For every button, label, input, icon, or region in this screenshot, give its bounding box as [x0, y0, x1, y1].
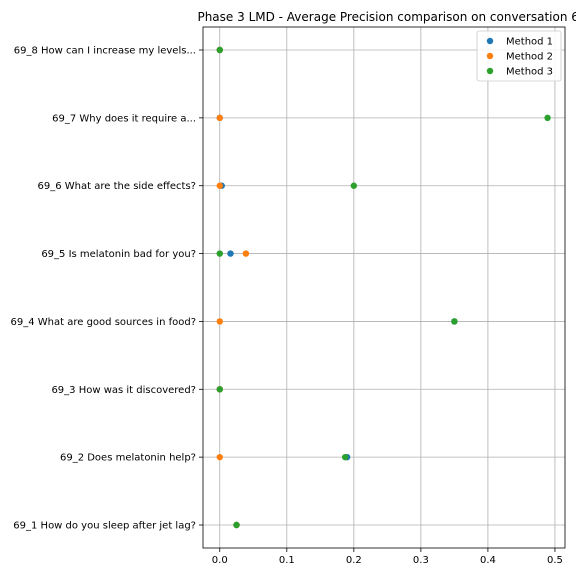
- x-tick-label-0: 0.0: [212, 555, 228, 566]
- point-method-3-4: [451, 318, 458, 325]
- legend-marker-3: [486, 67, 494, 75]
- point-method-1-5: [227, 250, 234, 257]
- point-method-3-6: [350, 182, 358, 189]
- point-method-3-5: [216, 250, 223, 257]
- point-method-2-7: [216, 114, 223, 122]
- legend-marker-2: [486, 52, 494, 60]
- plot-frame: [202, 26, 566, 549]
- y-tick-label-5: 69_6 What are the side effects?: [38, 181, 196, 192]
- y-tick-label-4: 69_5 Is melatonin bad for you?: [41, 249, 196, 260]
- x-tick-label-3: 0.3: [413, 555, 429, 566]
- point-method-2-5: [242, 250, 250, 257]
- point-method-2-4: [216, 318, 223, 325]
- point-method-3-7: [544, 114, 551, 122]
- legend-label-2: Method 2: [506, 52, 553, 63]
- point-method-2-2: [216, 453, 223, 461]
- y-tick-label-7: 69_8 How can I increase my levels...: [14, 46, 196, 57]
- y-axis: 69_1 How do you sleep after jet lag? 69_2…: [11, 46, 203, 532]
- grid-lines: [203, 27, 565, 548]
- y-tick-label-0: 69_1 How do you sleep after jet lag?: [13, 521, 196, 532]
- x-axis: 0.0 0.1 0.2 0.3 0.4 0.5: [212, 548, 563, 566]
- legend-label-3: Method 3: [506, 67, 553, 78]
- y-tick-label-2: 69_3 How was it discovered?: [51, 385, 196, 396]
- x-tick-label-1: 0.1: [279, 555, 295, 566]
- point-method-3-8: [216, 46, 223, 54]
- data-points: [216, 46, 551, 529]
- point-method-2-6: [216, 182, 223, 189]
- legend: Method 1 Method 2 Method 3: [476, 30, 562, 82]
- y-tick-label-3: 69_4 What are good sources in food?: [11, 317, 196, 328]
- point-method-3-1: [233, 521, 240, 529]
- point-method-3-3: [216, 386, 223, 393]
- x-tick-label-2: 0.2: [346, 555, 362, 566]
- legend-box: [476, 30, 562, 82]
- legend-label-1: Method 1: [506, 37, 553, 48]
- y-tick-label-6: 69_7 Why does it require a...: [52, 113, 196, 124]
- chart-title: Phase 3 LMD - Average Precision comparis…: [197, 10, 576, 24]
- x-tick-label-5: 0.5: [547, 555, 563, 566]
- y-tick-label-1: 69_2 Does melatonin help?: [60, 453, 196, 464]
- x-tick-label-4: 0.4: [480, 555, 496, 566]
- legend-marker-1: [486, 37, 494, 45]
- point-method-3-2: [341, 453, 349, 461]
